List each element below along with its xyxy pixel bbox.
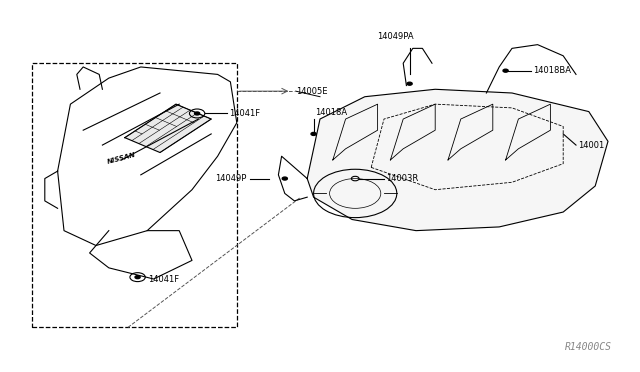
Polygon shape (307, 89, 608, 231)
Circle shape (282, 177, 287, 180)
Text: 14003R: 14003R (386, 174, 418, 183)
Circle shape (311, 132, 316, 135)
Text: 14001: 14001 (578, 141, 604, 150)
Polygon shape (125, 104, 211, 153)
Text: R14000CS: R14000CS (565, 341, 612, 352)
Circle shape (135, 276, 140, 279)
Circle shape (195, 112, 200, 115)
Bar (32, 63, 237, 327)
Text: 14049P: 14049P (215, 174, 246, 183)
Text: 14049PA: 14049PA (377, 32, 414, 41)
Text: 14018A: 14018A (316, 108, 348, 117)
Circle shape (503, 69, 508, 72)
Text: NISSAN: NISSAN (107, 151, 136, 165)
Text: 14018BA: 14018BA (533, 66, 571, 75)
Circle shape (407, 82, 412, 85)
Text: 14005E: 14005E (296, 87, 327, 96)
Text: 14041F: 14041F (229, 109, 260, 118)
Text: 14041F: 14041F (148, 275, 180, 284)
